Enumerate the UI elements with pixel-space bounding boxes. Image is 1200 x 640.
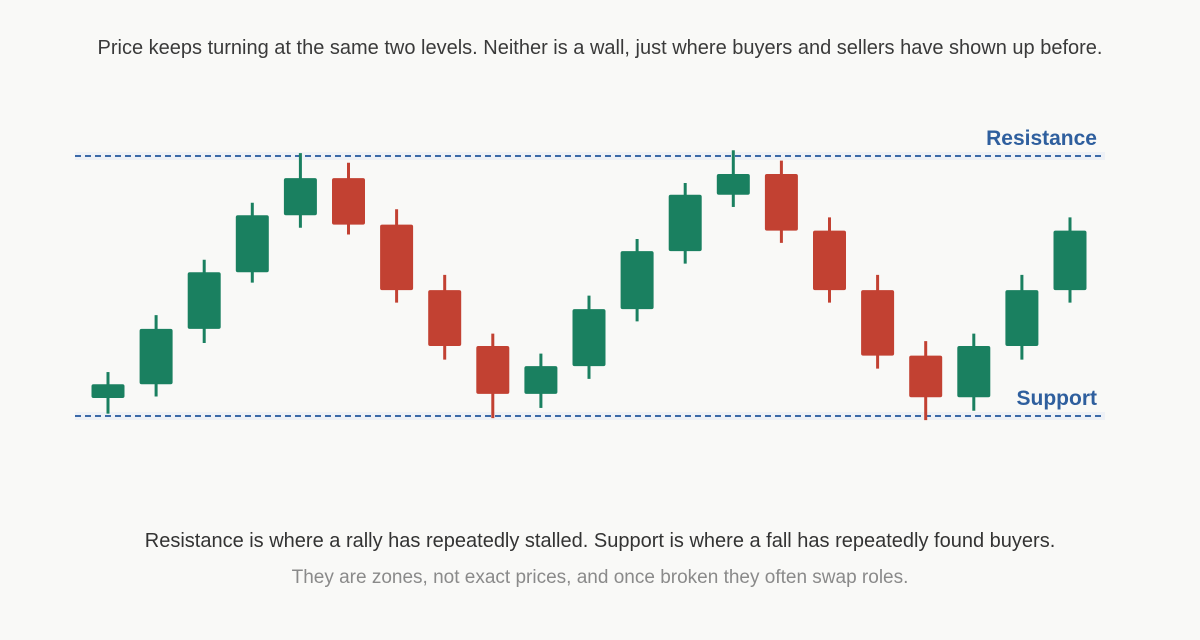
- candle-body-up: [620, 251, 654, 310]
- candle-13: [668, 183, 702, 264]
- resistance-label: Resistance: [986, 127, 1097, 150]
- candle-body-up: [1053, 230, 1087, 291]
- candle-body-down: [428, 290, 462, 347]
- candle-body-up: [187, 272, 221, 329]
- candle-4: [235, 202, 269, 283]
- candle-body-up: [235, 215, 269, 273]
- candle-body-up: [716, 173, 750, 195]
- candle-10: [524, 353, 558, 408]
- candle-body-down: [861, 290, 895, 356]
- candle-body-down: [909, 355, 943, 398]
- candle-18: [909, 341, 943, 421]
- candle-body-up: [668, 194, 702, 252]
- support-label: Support: [1017, 387, 1097, 410]
- candle-21: [1053, 217, 1087, 303]
- candle-body-up: [139, 328, 173, 385]
- candle-16: [813, 217, 846, 303]
- level-labels: Resistance Support: [986, 127, 1097, 410]
- candle-body-up: [957, 346, 991, 398]
- candle-9: [476, 333, 510, 419]
- candle-20: [1005, 274, 1039, 360]
- candle-body-down: [476, 346, 510, 394]
- level-zones: [75, 152, 1105, 420]
- candle-14: [716, 150, 750, 207]
- candle-body-down: [813, 230, 846, 291]
- candles: [91, 150, 1087, 421]
- candle-body-down: [380, 224, 414, 291]
- caption-sub: They are zones, not exact prices, and on…: [291, 567, 909, 588]
- candle-body-up: [283, 178, 317, 216]
- headline: Price keeps turning at the same two leve…: [97, 37, 1103, 59]
- candle-body-up: [524, 366, 558, 394]
- candle-17: [861, 274, 895, 369]
- candle-6: [332, 162, 365, 235]
- candle-2: [139, 315, 173, 397]
- candle-3: [187, 259, 221, 343]
- candle-body-down: [764, 173, 798, 231]
- candle-15: [764, 160, 798, 243]
- candle-body-up: [572, 309, 606, 367]
- candle-7: [380, 209, 414, 303]
- candle-12: [620, 238, 654, 322]
- candle-8: [428, 274, 462, 360]
- candle-19: [957, 333, 991, 411]
- level-lines: [75, 155, 1105, 417]
- candle-5: [283, 153, 317, 228]
- candle-body-down: [332, 178, 365, 225]
- caption-main: Resistance is where a rally has repeated…: [144, 530, 1056, 552]
- candle-11: [572, 295, 606, 379]
- candle-1: [91, 372, 125, 414]
- candle-body-up: [91, 384, 125, 399]
- candle-body-up: [1005, 290, 1039, 347]
